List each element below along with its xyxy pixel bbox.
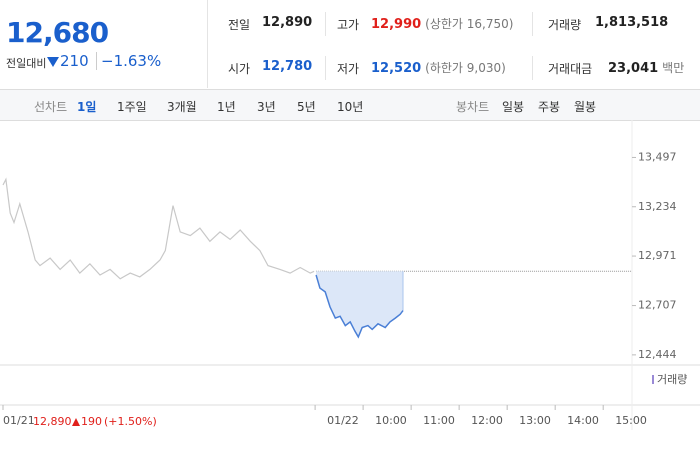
line [315,274,404,339]
down-arrow [47,57,59,67]
summary-label: 고가 [337,18,360,32]
tab[interactable]: 일봉 [502,100,525,114]
tab[interactable]: 월봉 [574,100,597,114]
summary-value: 12,890 [262,15,313,30]
summary-value: 12,520 (하한가 9,030) [371,61,506,76]
y-tick-label: 13,234 [638,200,677,213]
tab-label: 선차트 [34,100,68,114]
divider [325,56,326,80]
footer-pct: (+1.50%) [104,415,157,428]
volume-label: 거래량 [657,373,687,386]
divider [532,56,533,80]
summary-label: 시가 [228,62,251,76]
divider [207,0,208,88]
summary-note: (상한가 16,750) [425,17,514,31]
x-tick-label: 14:00 [567,414,599,427]
tab[interactable]: 3년 [257,100,276,114]
summary-label: 거래대금 [548,62,593,76]
tab[interactable]: 10년 [337,100,364,114]
footer-change: 190 [81,415,102,428]
x-tick-label: 10:00 [375,414,407,427]
tab[interactable]: 3개월 [167,100,197,114]
area [316,271,403,337]
x-tick-label: 15:00 [615,414,647,427]
price: 12,680 [6,16,109,49]
summary-value: 12,990 (상한가 16,750) [371,17,514,32]
summary-note: (하한가 9,030) [425,61,506,75]
summary-value: 23,041 백만 [608,61,685,76]
x-tick-label: 01/22 [327,414,359,427]
summary-value: 12,780 [262,59,313,74]
change-pct: −1.63% [96,52,161,70]
tab-label: 봉차트 [456,100,490,114]
footer-price: 12,890 [33,415,72,428]
tab[interactable]: 1년 [217,100,236,114]
summary-note: 백만 [662,61,685,75]
divider [532,12,533,36]
change: 210 [60,52,89,70]
x-tick-label: 12:00 [471,414,503,427]
tab[interactable]: 1주일 [117,100,147,114]
summary-label: 전일 [228,18,251,32]
tab[interactable]: 주봉 [538,100,561,114]
summary-label: 거래량 [548,18,582,32]
x-tick-label: 13:00 [519,414,551,427]
y-tick-label: 12,444 [638,348,677,361]
y-tick-label: 13,497 [638,150,677,163]
tab[interactable]: 1일 [77,100,97,114]
change-label: 전일대비 [6,57,47,70]
tab[interactable]: 5년 [297,100,316,114]
x-tick-label: 11:00 [423,414,455,427]
divider [325,12,326,36]
chart: 13,497 13,234 12,971 12,707 12,444 01/21 01/22… [0,120,700,430]
summary-value: 1,813,518 [595,15,669,30]
line [2,177,315,280]
summary-label: 저가 [337,62,360,76]
y-tick-label: 12,971 [638,249,677,262]
y-tick-label: 12,707 [638,299,677,312]
x-tick-label: 01/21 [3,414,35,427]
legend-swatch [652,375,654,384]
tab-bar: 선차트 1일 1주일 3개월 1년 3년 5년 10년 봉차트 일봉 주봉 월봉 [0,89,700,121]
up-arrow [72,418,80,426]
